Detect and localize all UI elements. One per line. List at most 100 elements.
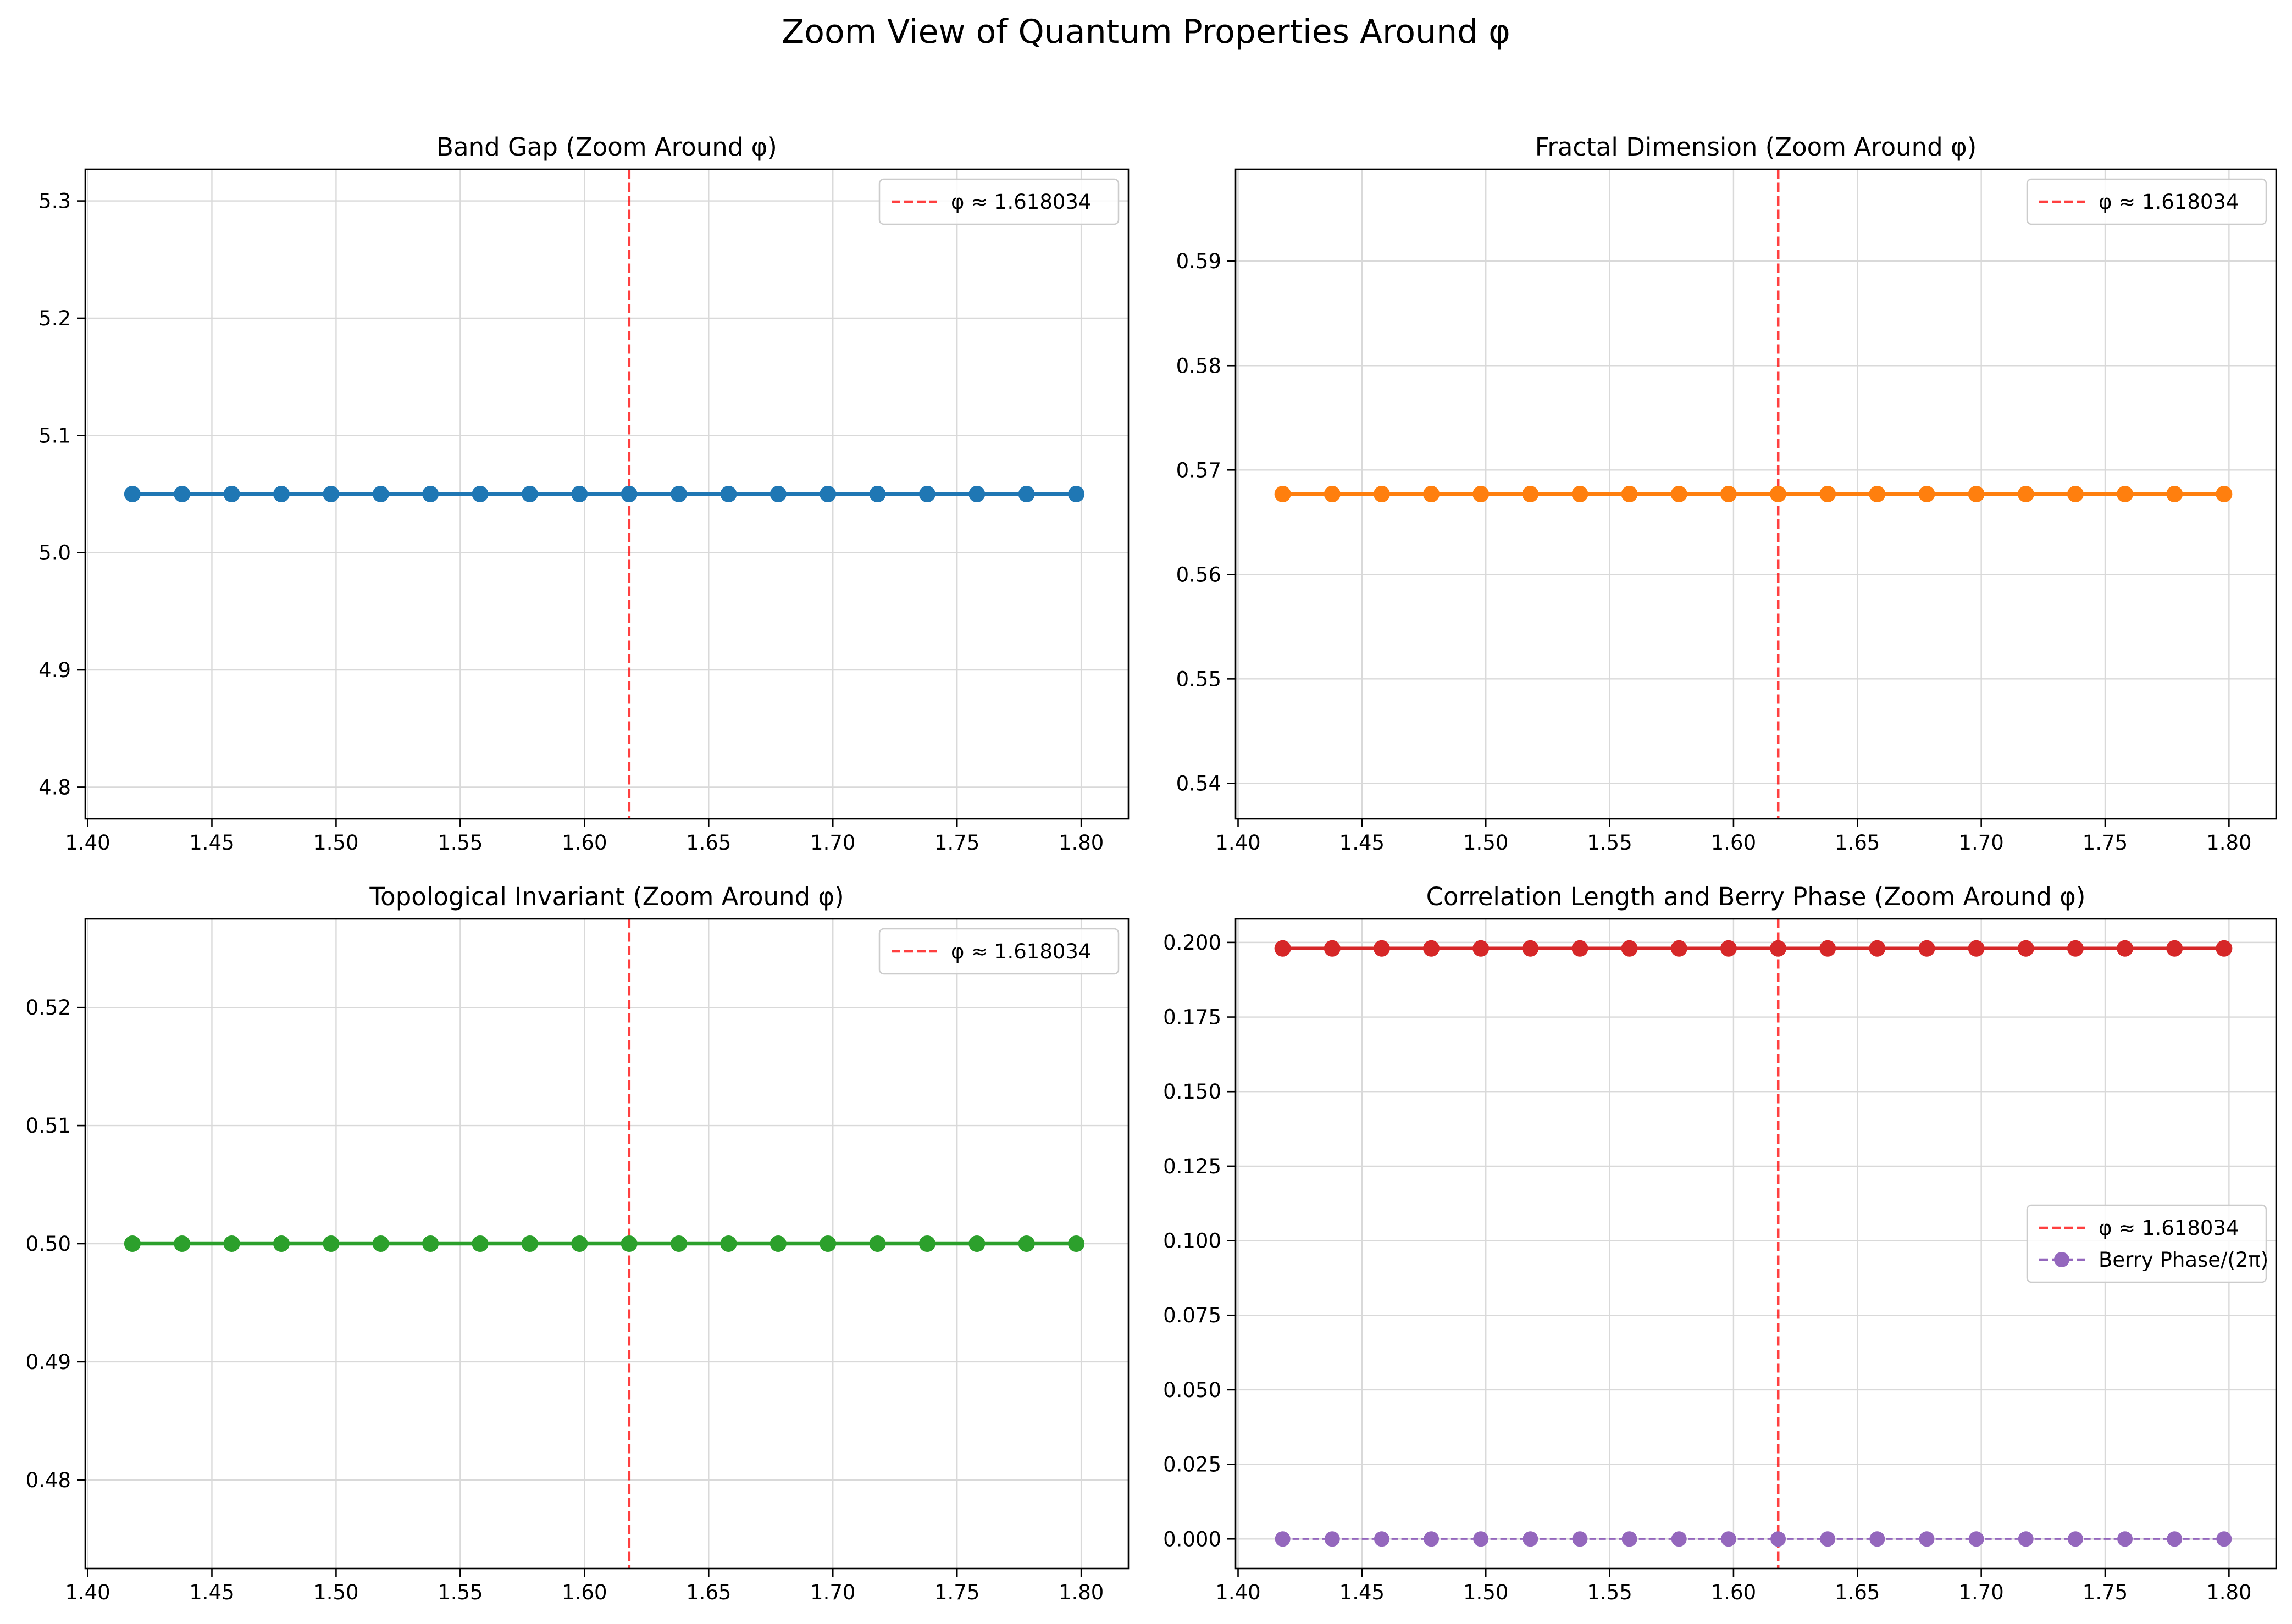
- data-point: [273, 1235, 290, 1252]
- y-tick-label: 0.50: [26, 1232, 71, 1256]
- data-point: [273, 486, 290, 502]
- data-point: [1473, 1531, 1489, 1547]
- x-tick-label: 1.65: [686, 831, 731, 855]
- legend: φ ≈ 1.618034: [878, 178, 1120, 225]
- data-point: [1018, 486, 1035, 502]
- data-point: [1522, 486, 1539, 502]
- x-tick-label: 1.60: [562, 1581, 607, 1604]
- data-point: [1820, 1531, 1836, 1547]
- data-point: [2167, 1531, 2183, 1547]
- x-tick-label: 1.40: [65, 1581, 110, 1604]
- data-point: [2117, 486, 2134, 502]
- subplot-1: 1.40 1.45 1.50 1.55 1.60 1.65 1.70 1.75 1.80 4.8 4…: [38, 132, 1130, 855]
- data-point: [1670, 940, 1687, 957]
- data-point: [1770, 1531, 1786, 1547]
- x-tick-label: 1.55: [438, 1581, 483, 1604]
- x-tick-label: 1.70: [1958, 1581, 2003, 1604]
- axes-frame: [1234, 168, 2277, 820]
- x-tick-label: 1.50: [1463, 1581, 1508, 1604]
- legend-marker-swatch: [2054, 1252, 2069, 1267]
- y-tick-label: 0.57: [1176, 458, 1221, 482]
- data-point: [1621, 486, 1638, 502]
- legend: φ ≈ 1.618034: [878, 928, 1120, 975]
- y-tick-label: 5.2: [38, 307, 71, 330]
- data-point: [769, 1235, 787, 1252]
- data-point: [2216, 486, 2233, 502]
- data-point: [323, 486, 340, 502]
- data-point: [720, 1235, 737, 1252]
- data-point: [2018, 1531, 2034, 1547]
- x-tick-label: 1.45: [1339, 831, 1385, 855]
- data-point: [2216, 940, 2233, 957]
- data-point: [2017, 940, 2034, 957]
- data-point: [124, 1235, 141, 1252]
- y-tick-label: 0.52: [26, 996, 71, 1019]
- legend-label: Berry Phase/(2π): [2099, 1248, 2268, 1272]
- data-point: [968, 486, 986, 502]
- y-tick-label: 5.3: [38, 190, 71, 213]
- data-point: [372, 486, 389, 502]
- data-point: [1571, 486, 1588, 502]
- x-tick-label: 1.60: [562, 831, 607, 855]
- x-tick-label: 1.80: [2206, 1581, 2251, 1604]
- x-tick-label: 1.50: [313, 1581, 358, 1604]
- x-tick-label: 1.55: [1587, 1581, 1632, 1604]
- data-point: [372, 1235, 389, 1252]
- data-point: [1968, 1531, 1984, 1547]
- data-point: [621, 1235, 638, 1252]
- legend-label: φ ≈ 1.618034: [951, 190, 1091, 214]
- data-point: [1068, 486, 1085, 502]
- x-tick-label: 1.65: [1835, 831, 1880, 855]
- data-point: [1670, 486, 1687, 502]
- y-tick-label: 0.200: [1163, 931, 1221, 955]
- x-tick-label: 1.40: [65, 831, 110, 855]
- data-point: [2166, 940, 2183, 957]
- data-point: [1869, 486, 1886, 502]
- y-tick-label: 0.175: [1163, 1006, 1221, 1029]
- data-point: [2216, 1531, 2232, 1547]
- data-point: [2017, 486, 2034, 502]
- x-tick-label: 1.65: [1835, 1581, 1880, 1604]
- data-point: [1324, 940, 1341, 957]
- data-point: [1819, 486, 1836, 502]
- data-point: [1968, 940, 1985, 957]
- data-point: [769, 486, 787, 502]
- data-point: [2166, 486, 2183, 502]
- x-tick-label: 1.40: [1215, 1581, 1260, 1604]
- x-tick-label: 1.80: [2206, 831, 2251, 855]
- data-point: [1424, 1531, 1440, 1547]
- y-tick-label: 5.1: [38, 424, 71, 447]
- data-point: [1423, 486, 1440, 502]
- data-point: [1918, 486, 1935, 502]
- x-tick-label: 1.55: [438, 831, 483, 855]
- data-point: [1523, 1531, 1538, 1547]
- y-tick-label: 0.050: [1163, 1378, 1221, 1402]
- subplot-title: Fractal Dimension (Zoom Around φ): [1535, 132, 1977, 162]
- data-point: [1968, 486, 1985, 502]
- x-tick-label: 1.60: [1711, 831, 1756, 855]
- x-tick-label: 1.45: [189, 1581, 234, 1604]
- data-point: [1274, 486, 1291, 502]
- x-tick-label: 1.80: [1059, 1581, 1104, 1604]
- y-tick-label: 0.000: [1163, 1527, 1221, 1551]
- data-point: [869, 1235, 886, 1252]
- data-point: [2117, 940, 2134, 957]
- x-tick-label: 1.70: [810, 1581, 855, 1604]
- data-point: [1869, 940, 1886, 957]
- data-point: [1572, 1531, 1588, 1547]
- data-point: [472, 486, 489, 502]
- x-tick-label: 1.60: [1711, 1581, 1756, 1604]
- data-point: [1869, 1531, 1885, 1547]
- y-tick-label: 0.49: [26, 1350, 71, 1374]
- subplot-title: Topological Invariant (Zoom Around φ): [369, 882, 844, 911]
- data-point: [472, 1235, 489, 1252]
- data-point: [2067, 940, 2084, 957]
- x-tick-label: 1.45: [1339, 1581, 1385, 1604]
- x-tick-label: 1.75: [934, 831, 979, 855]
- data-point: [422, 1235, 439, 1252]
- legend-label: φ ≈ 1.618034: [951, 940, 1091, 963]
- x-tick-label: 1.50: [313, 831, 358, 855]
- data-point: [2067, 486, 2084, 502]
- x-tick-label: 1.75: [2083, 831, 2128, 855]
- data-point: [124, 486, 141, 502]
